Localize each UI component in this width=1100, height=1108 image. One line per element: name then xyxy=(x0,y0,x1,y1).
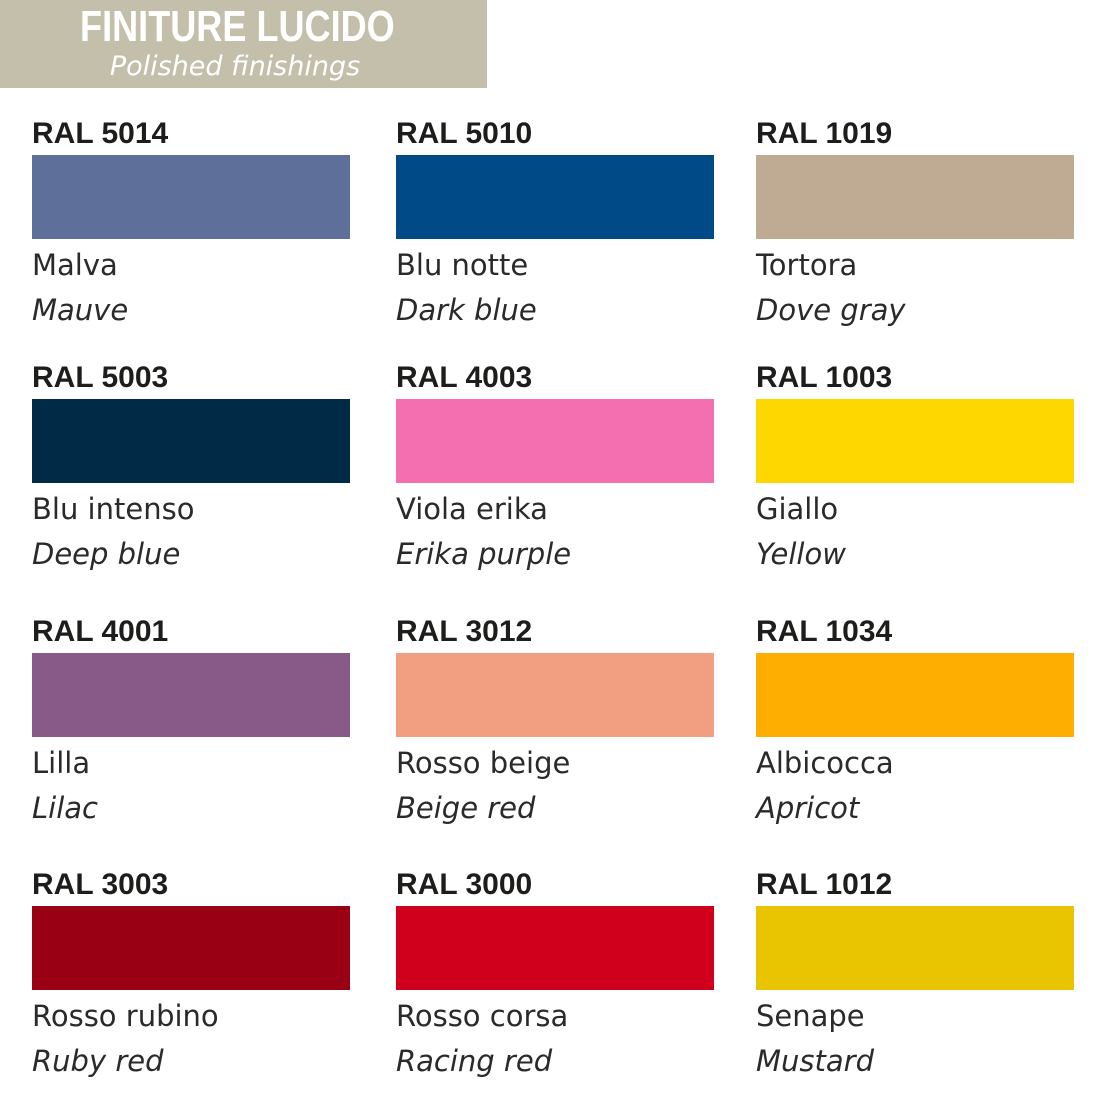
color-name-italian: Viola erika xyxy=(396,492,548,526)
color-name-english: Beige red xyxy=(396,791,536,825)
color-swatch xyxy=(756,399,1074,483)
ral-code: RAL 5014 xyxy=(32,117,169,150)
swatch-card: RAL 3012 Rosso beige Beige red xyxy=(396,615,716,855)
color-name-italian: Senape xyxy=(756,999,865,1033)
color-name-italian: Blu intenso xyxy=(32,492,195,526)
ral-code: RAL 1034 xyxy=(756,615,893,648)
color-swatch xyxy=(396,653,714,737)
header-banner: FINITURE LUCIDO Polished finishings xyxy=(0,0,487,88)
color-name-english: Lilac xyxy=(32,791,98,825)
ral-code: RAL 1003 xyxy=(756,361,893,394)
page-title: FINITURE LUCIDO xyxy=(80,2,395,51)
color-swatch xyxy=(396,155,714,239)
color-swatch xyxy=(396,906,714,990)
ral-code: RAL 4003 xyxy=(396,361,533,394)
color-name-english: Mauve xyxy=(32,293,129,327)
swatch-card: RAL 4001 Lilla Lilac xyxy=(32,615,352,855)
color-swatch xyxy=(756,155,1074,239)
color-name-italian: Malva xyxy=(32,248,118,282)
ral-code: RAL 3012 xyxy=(396,615,533,648)
color-name-english: Dove gray xyxy=(756,293,906,327)
color-swatch xyxy=(396,399,714,483)
color-swatch xyxy=(32,906,350,990)
color-name-english: Ruby red xyxy=(32,1044,164,1078)
swatch-card: RAL 5014 Malva Mauve xyxy=(32,117,352,357)
color-swatch xyxy=(756,653,1074,737)
swatch-card: RAL 4003 Viola erika Erika purple xyxy=(396,361,716,601)
ral-code: RAL 3000 xyxy=(396,868,533,901)
page-subtitle: Polished finishings xyxy=(109,51,361,82)
swatch-card: RAL 5003 Blu intenso Deep blue xyxy=(32,361,352,601)
swatch-card: RAL 1012 Senape Mustard xyxy=(756,868,1076,1108)
swatch-card: RAL 1034 Albicocca Apricot xyxy=(756,615,1076,855)
ral-code: RAL 5003 xyxy=(32,361,169,394)
color-name-italian: Albicocca xyxy=(756,746,894,780)
swatch-card: RAL 5010 Blu notte Dark blue xyxy=(396,117,716,357)
color-name-italian: Lilla xyxy=(32,746,91,780)
color-name-italian: Giallo xyxy=(756,492,839,526)
ral-code: RAL 3003 xyxy=(32,868,169,901)
swatch-card: RAL 1019 Tortora Dove gray xyxy=(756,117,1076,357)
color-name-italian: Rosso rubino xyxy=(32,999,219,1033)
color-name-italian: Rosso corsa xyxy=(396,999,569,1033)
swatch-card: RAL 3003 Rosso rubino Ruby red xyxy=(32,868,352,1108)
ral-code: RAL 4001 xyxy=(32,615,169,648)
color-name-english: Erika purple xyxy=(396,537,572,571)
color-name-italian: Tortora xyxy=(756,248,858,282)
ral-code: RAL 1019 xyxy=(756,117,893,150)
color-swatch xyxy=(32,399,350,483)
color-name-italian: Blu notte xyxy=(396,248,529,282)
color-name-english: Yellow xyxy=(756,537,846,571)
ral-code: RAL 1012 xyxy=(756,868,893,901)
color-name-italian: Rosso beige xyxy=(396,746,571,780)
color-name-english: Apricot xyxy=(756,791,860,825)
swatch-card: RAL 3000 Rosso corsa Racing red xyxy=(396,868,716,1108)
color-name-english: Deep blue xyxy=(32,537,181,571)
color-name-english: Mustard xyxy=(756,1044,874,1078)
swatch-card: RAL 1003 Giallo Yellow xyxy=(756,361,1076,601)
color-swatch xyxy=(756,906,1074,990)
ral-code: RAL 5010 xyxy=(396,117,533,150)
color-swatch xyxy=(32,155,350,239)
color-name-english: Dark blue xyxy=(396,293,537,327)
color-swatch xyxy=(32,653,350,737)
color-name-english: Racing red xyxy=(396,1044,553,1078)
